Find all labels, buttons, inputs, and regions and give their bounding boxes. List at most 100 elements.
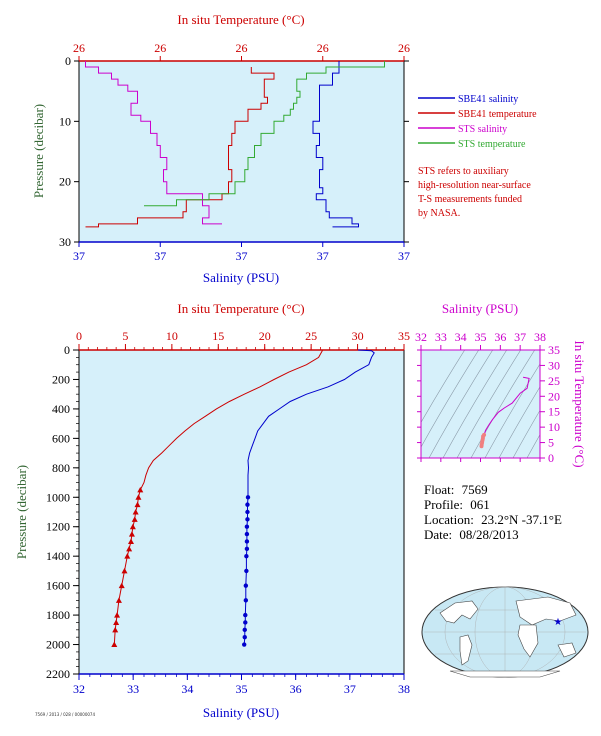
salinity-point [244,531,250,537]
full-profile-panel: 0 5 10 15 20 25 30 35 32 33 34 35 36 37 38 0 200 400 600 80… [14,301,410,720]
temperature-point [128,538,134,544]
ts-density-contour [526,434,540,458]
temperature-point [134,501,141,508]
near-surface-salinity-axis-title: Salinity (PSU) [203,270,279,285]
main-temperature-axis-title: In situ Temperature (°C) [177,301,304,316]
salinity-point [244,539,250,544]
main-pressure-axis-title: Pressure (decibar) [14,465,29,559]
temperature-point [115,597,122,603]
footer-id: 7569 / 2013 / 028 / 00000074 [35,712,96,717]
temperature-point [126,545,133,552]
main-temperature-tick-label: 15 [212,329,224,343]
main-pressure-tick-label: 1600 [46,579,70,593]
ts-density-contour [421,350,466,423]
main-pressure-tick-label: 1200 [46,520,70,534]
salinity-point [242,627,247,633]
main-temperature-tick-label: 25 [305,329,317,343]
sts-temperature-line [144,61,385,207]
legend-note-line-2: high-resolution near-surface [418,180,531,191]
main-pressure-tick-label: 400 [52,402,70,416]
legend-note-line-3: T-S measurements funded [418,194,522,205]
ts-salinity-tick-label: 36 [494,330,506,344]
main-salinity-tick-label: 37 [344,682,356,696]
salinity-profile-line [243,349,375,645]
full-profile-plot-area [78,349,405,675]
ts-temperature-tick-label: 30 [548,358,560,372]
date-value: 08/28/2013 [459,527,519,542]
legend-label-sbe41-temperature: SBE41 temperature [458,109,537,120]
ts-salinity-tick-label: 34 [455,330,467,344]
temperature-point [111,641,118,648]
ts-temperature-tick-label: 10 [548,420,560,434]
main-salinity-tick-label: 38 [398,682,410,696]
ts-density-contour [442,350,508,458]
main-pressure-tick-label: 2200 [46,667,70,681]
sts-salinity-line [85,61,222,225]
ts-temperature-tick-label: 0 [548,451,554,465]
main-temperature-tick-label: 20 [259,329,271,343]
near-surface-temperature-tick-label: 26 [236,41,248,55]
temperature-point [135,494,142,500]
temperature-point [112,626,119,633]
location-value: 23.2°N -37.1°E [481,512,562,527]
near-surface-temperature-tick-label: 26 [317,41,329,55]
salinity-point [245,517,250,522]
ts-salinity-tick-label: 32 [415,330,427,344]
legend-note-line-4: by NASA. [418,208,460,219]
sbe41-salinity-line [312,61,359,228]
date-info: Date: 08/28/2013 [424,527,519,543]
ts-temperature-tick-label: 35 [548,343,560,357]
ts-salinity-tick-label: 37 [514,330,526,344]
main-salinity-tick-label: 35 [236,682,248,696]
ts-density-contour [470,350,536,458]
ts-density-contour [456,350,522,458]
near-surface-pressure-tick-label: 10 [59,114,71,128]
profile-label: Profile: [424,497,463,512]
ts-plot-area [420,349,541,459]
near-surface-salinity-tick-label: 37 [398,249,410,263]
main-pressure-tick-label: 1400 [46,549,70,563]
salinity-point [245,509,250,515]
near-surface-pressure-tick-label: 30 [59,235,71,249]
main-pressure-tick-label: 800 [52,461,70,475]
legend-label-sbe41-salinity: SBE41 salinity [458,94,518,105]
salinity-point [243,620,248,625]
ts-salinity-tick-label: 35 [475,330,487,344]
temperature-point [113,619,120,625]
legend-note-line-1: STS refers to auxiliary [418,166,509,177]
ts-salinity-tick-label: 33 [435,330,447,344]
main-pressure-tick-label: 0 [64,343,70,357]
main-salinity-tick-label: 36 [290,682,302,696]
salinity-point [243,612,248,618]
legend: SBE41 salinity SBE41 temperature STS sal… [418,94,537,219]
main-pressure-tick-label: 200 [52,372,70,386]
main-salinity-tick-label: 33 [127,682,139,696]
float-value: 7569 [461,482,488,497]
float-label: Float: [424,482,455,497]
temperature-point [132,509,139,515]
map-land [439,596,577,678]
float-location-star-icon: ★ [554,617,563,628]
ts-temperature-axis-title: In situ Temperature (°C) [572,340,587,467]
legend-label-sts-salinity: STS salinity [458,124,507,135]
salinity-point [244,553,249,559]
main-temperature-tick-label: 0 [76,329,82,343]
temperature-point [118,582,125,589]
near-surface-temperature-tick-label: 26 [398,41,410,55]
near-surface-salinity-tick-label: 37 [317,249,329,263]
temperature-point [129,523,136,530]
salinity-point [242,642,247,647]
near-surface-pressure-axis-title: Pressure (decibar) [31,104,46,198]
salinity-point [242,634,247,640]
near-surface-pressure-tick-label: 20 [59,175,71,189]
main-pressure-tick-label: 1800 [46,608,70,622]
ts-point [479,444,484,449]
temperature-point [131,516,138,522]
near-surface-pressure-tick-label: 0 [65,54,71,68]
main-salinity-axis-title: Salinity (PSU) [203,705,279,720]
near-surface-temperature-tick-label: 26 [73,41,85,55]
near-surface-panel: 26 26 26 26 26 37 37 37 37 37 0 10 20 30 In situ Temp… [31,12,410,285]
salinity-point [244,546,250,552]
